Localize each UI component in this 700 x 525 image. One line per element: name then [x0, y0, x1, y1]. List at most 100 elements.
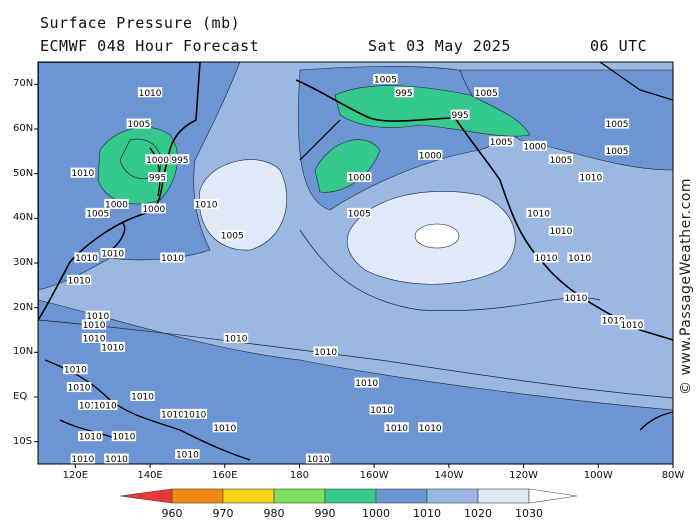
- isobar-label: 1005: [85, 207, 110, 219]
- svg-text:1010: 1010: [75, 254, 98, 264]
- legend-swatch: [273, 488, 326, 504]
- legend-swatch: [375, 488, 428, 504]
- isobar-label: 1005: [474, 87, 499, 99]
- svg-text:1010: 1010: [370, 406, 393, 416]
- svg-text:1010: 1010: [620, 321, 643, 331]
- svg-text:1010: 1010: [535, 254, 558, 264]
- svg-text:1010: 1010: [385, 424, 408, 434]
- isobar-label: 1010: [70, 453, 96, 464]
- svg-text:1005: 1005: [374, 75, 397, 85]
- svg-text:1010: 1010: [64, 366, 87, 376]
- isobar-label: 1010: [305, 453, 331, 464]
- legend-label: 1000: [362, 507, 390, 520]
- isobar-label: 1005: [548, 154, 574, 166]
- isobar-label: 1005: [604, 118, 630, 130]
- isobar-label: 1010: [526, 207, 551, 219]
- svg-text:1010: 1010: [79, 433, 102, 443]
- isobar-label: 1010: [81, 319, 107, 331]
- svg-text:1010: 1010: [579, 174, 602, 184]
- svg-text:1010: 1010: [564, 294, 587, 304]
- isobar-label: 1000: [141, 203, 166, 215]
- lon-label: 160E: [212, 470, 238, 481]
- lat-label: 70N: [13, 78, 34, 90]
- svg-text:1000: 1000: [146, 156, 169, 166]
- lat-label: 40N: [13, 212, 34, 224]
- svg-text:1010: 1010: [213, 424, 236, 434]
- svg-text:995: 995: [395, 89, 412, 99]
- isobar-label: 1010: [66, 274, 92, 286]
- legend-label: 1030: [515, 507, 543, 520]
- isobar-label: 1010: [130, 391, 155, 403]
- svg-text:1005: 1005: [221, 232, 244, 242]
- svg-text:1010: 1010: [68, 276, 91, 286]
- legend-swatch: [528, 488, 578, 504]
- svg-text:1010: 1010: [139, 89, 162, 99]
- isobar-label: 1010: [78, 431, 103, 443]
- isobar-label: 1005: [347, 207, 372, 219]
- svg-text:1010: 1010: [183, 410, 206, 420]
- isobar-label: 1010: [66, 382, 92, 394]
- isobar-label: 1010: [182, 408, 208, 420]
- svg-text:1010: 1010: [86, 312, 109, 322]
- legend-label: 970: [212, 507, 234, 520]
- svg-text:1010: 1010: [101, 250, 124, 260]
- lat-label: EQ: [13, 391, 28, 402]
- svg-text:1005: 1005: [348, 209, 371, 219]
- svg-text:1010: 1010: [68, 384, 91, 394]
- isobar-label: 1010: [137, 87, 163, 99]
- svg-text:1010: 1010: [419, 424, 442, 434]
- svg-text:1010: 1010: [94, 401, 117, 411]
- svg-text:1000: 1000: [419, 151, 442, 161]
- svg-text:1010: 1010: [131, 393, 154, 403]
- isobar-label: 1010: [160, 408, 185, 420]
- isobar-label: 1000: [418, 149, 443, 161]
- forecast-hour: 06 UTC: [590, 37, 648, 55]
- lat-label: 50N: [13, 167, 34, 179]
- isobar-label: 1010: [104, 453, 129, 464]
- lon-label: 140E: [137, 470, 163, 481]
- lat-label: 60N: [13, 123, 34, 134]
- isobar-label: 1010: [85, 310, 110, 322]
- svg-text:995: 995: [149, 174, 166, 184]
- isobar-label: 1010: [578, 172, 604, 184]
- isobar-label: 995: [148, 172, 167, 184]
- isobar-label: 1005: [373, 73, 398, 85]
- isobar-label: 1010: [63, 364, 88, 376]
- isobar-label: 1010: [384, 422, 409, 434]
- isobar-label: 1000: [347, 172, 372, 184]
- isobar-label: 1010: [78, 399, 103, 411]
- svg-text:1010: 1010: [527, 209, 550, 219]
- isobar-label: 1010: [601, 315, 626, 327]
- isobar-label: 1010: [175, 449, 200, 461]
- svg-text:995: 995: [451, 111, 468, 121]
- svg-text:1005: 1005: [606, 147, 629, 157]
- isobar-label: 1010: [93, 399, 118, 411]
- svg-text:1010: 1010: [355, 379, 378, 389]
- svg-text:1005: 1005: [127, 120, 150, 130]
- svg-text:1010: 1010: [568, 254, 591, 264]
- isobar-label: 1010: [100, 341, 125, 353]
- svg-text:1005: 1005: [549, 156, 572, 166]
- isobar-label: 1005: [220, 230, 245, 242]
- isobar-label: 1010: [100, 248, 125, 260]
- legend-swatch: [477, 488, 530, 504]
- isobar-label: 1000: [104, 198, 129, 210]
- legend-label: 1020: [464, 507, 492, 520]
- isobar-label: 1010: [563, 292, 589, 304]
- isobar-label: 1010: [354, 377, 379, 389]
- isobar-label: 1010: [160, 252, 185, 264]
- isobar-label: 1000: [145, 154, 170, 166]
- svg-text:1005: 1005: [86, 209, 109, 219]
- svg-text:1010: 1010: [602, 317, 625, 327]
- svg-text:995: 995: [171, 156, 188, 166]
- svg-text:1010: 1010: [161, 410, 184, 420]
- forecast-model: ECMWF 048 Hour Forecast: [40, 37, 260, 55]
- legend-swatch: [171, 488, 224, 504]
- isobar-label: 1010: [223, 332, 249, 344]
- lon-label: 80W: [661, 470, 685, 481]
- axis-ticks: [34, 83, 674, 468]
- legend-swatch: [222, 488, 275, 504]
